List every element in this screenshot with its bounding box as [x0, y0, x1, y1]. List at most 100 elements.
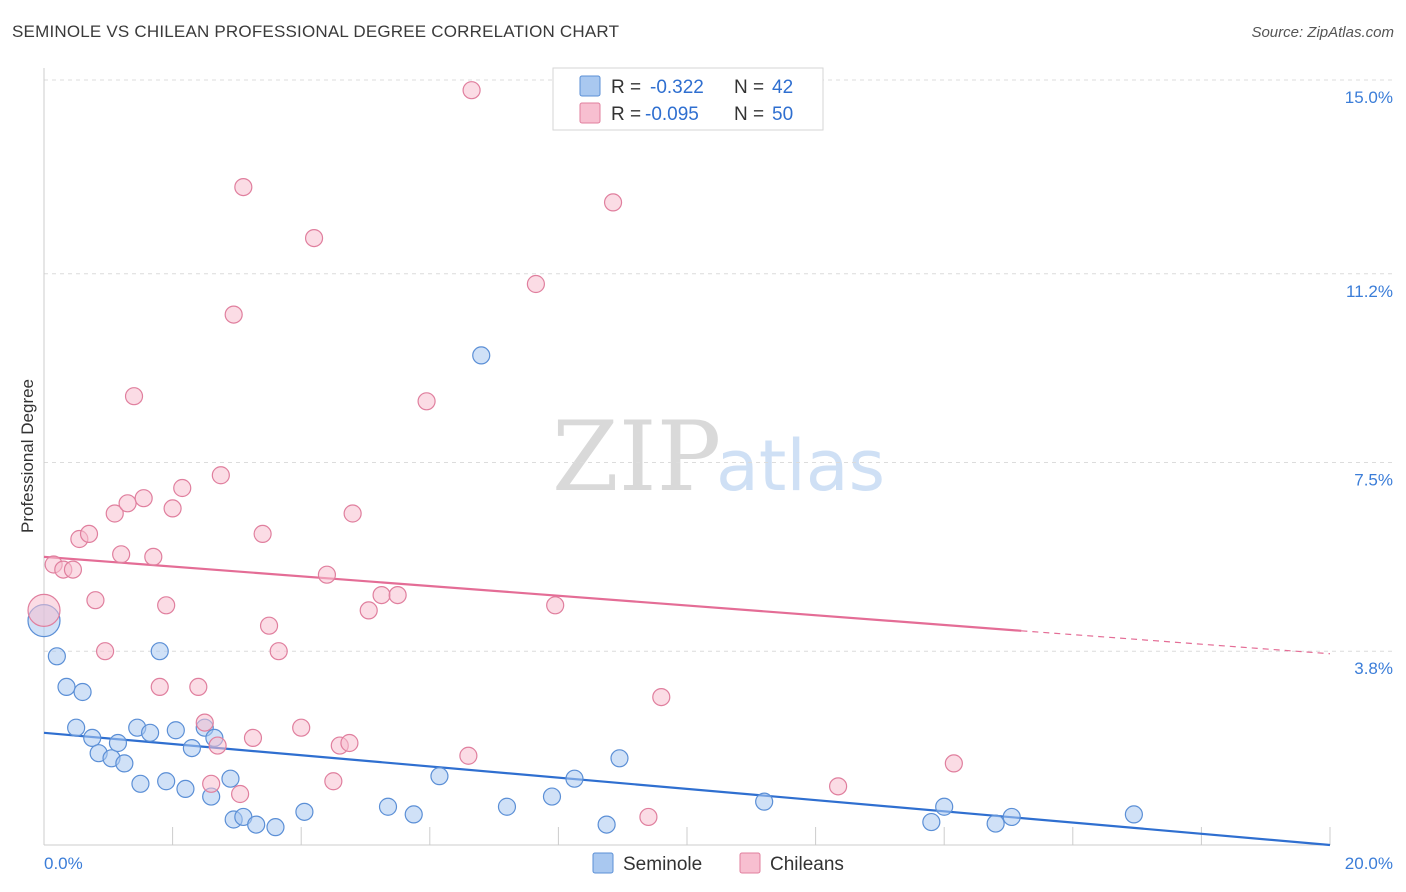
point-seminole-25	[266, 818, 285, 837]
point-chileans-24	[231, 784, 250, 804]
stats-legend: R = -0.322 N = 42 R = -0.095 N = 50	[552, 67, 824, 131]
y-tick-label-1: 7.5%	[1354, 471, 1393, 490]
axes	[43, 68, 1331, 846]
series-label-seminole: Seminole	[623, 854, 702, 875]
point-chileans-22	[211, 466, 230, 485]
y-tick-label-3: 15.0%	[1345, 88, 1393, 107]
point-chileans-8	[105, 504, 124, 523]
point-seminole-17	[131, 774, 150, 793]
y-axis-label: Professional Degree	[18, 379, 37, 533]
point-seminole-30	[472, 346, 491, 365]
point-seminole-31	[497, 797, 517, 816]
point-chileans-13	[144, 547, 163, 566]
watermark-zip: ZIP	[552, 401, 721, 513]
point-chileans-7	[95, 642, 115, 661]
point-chileans-36	[343, 504, 362, 523]
point-seminole-19	[176, 779, 195, 799]
trend-lines	[43, 555, 1331, 847]
x-tick-max: 20.0%	[1345, 854, 1393, 873]
point-chileans-12	[134, 489, 153, 508]
point-chileans-5	[79, 524, 99, 544]
point-chileans-40	[417, 392, 436, 411]
point-chileans-14	[150, 677, 169, 697]
point-chileans-23	[224, 305, 243, 324]
point-seminole-2	[57, 677, 76, 697]
point-seminole-27	[378, 797, 398, 816]
point-chileans-33	[324, 772, 343, 791]
legend-n-label-seminole: N =	[734, 77, 764, 98]
point-seminole-34	[597, 815, 616, 834]
point-seminole-26	[295, 802, 314, 821]
point-chileans-47	[652, 687, 671, 707]
point-chileans-21	[202, 774, 221, 793]
point-seminole-28	[404, 805, 423, 824]
point-chileans-17	[173, 478, 192, 498]
point-chileans-42	[462, 81, 481, 100]
point-seminole-14	[182, 738, 201, 758]
point-seminole-41	[1124, 805, 1143, 824]
point-chileans-32	[317, 565, 337, 584]
point-seminole-18	[157, 772, 176, 791]
y-tick-label-2: 11.2%	[1346, 282, 1393, 301]
point-chileans-35	[340, 733, 359, 753]
point-seminole-35	[610, 749, 629, 768]
y-tick-label-0: 3.8%	[1354, 659, 1393, 678]
point-chileans-30	[292, 718, 311, 737]
legend-n-value-chileans: 50	[772, 104, 793, 125]
point-seminole-37	[922, 812, 941, 832]
point-chileans-10	[118, 494, 137, 513]
source-credit: Source: ZipAtlas.com	[1251, 24, 1394, 41]
point-seminole-3	[73, 682, 92, 702]
point-chileans-11	[124, 387, 144, 406]
point-chileans-27	[253, 524, 272, 544]
legend-n-value-seminole: 42	[772, 77, 793, 98]
point-chileans-0	[27, 593, 61, 628]
y-tick-labels: 3.8% 7.5% 11.2% 15.0%	[1345, 88, 1393, 678]
series-label-chileans: Chileans	[770, 854, 844, 875]
point-seminole-32	[542, 787, 562, 806]
point-seminole-4	[67, 718, 86, 737]
grid	[44, 79, 1393, 652]
point-chileans-19	[195, 713, 214, 732]
point-chileans-16	[163, 499, 182, 518]
point-seminole-21	[221, 769, 240, 788]
point-chileans-44	[546, 596, 565, 615]
chart-title: SEMINOLE VS CHILEAN PROFESSIONAL DEGREE …	[12, 22, 620, 41]
x-tick-min: 0.0%	[44, 854, 83, 873]
series-swatch-seminole	[592, 852, 614, 874]
watermark-atlas: atlas	[716, 425, 885, 507]
point-seminole-29	[430, 767, 449, 786]
point-chileans-43	[526, 274, 545, 294]
legend-swatch-chileans	[579, 102, 601, 124]
point-chileans-45	[603, 193, 623, 212]
point-seminole-8	[108, 733, 128, 753]
point-seminole-9	[115, 754, 134, 773]
data-points	[27, 81, 1143, 837]
legend-swatch-seminole	[579, 75, 601, 97]
trend-line-dashed-chileans	[1021, 630, 1331, 655]
trend-line-seminole	[43, 731, 1331, 847]
point-chileans-9	[112, 545, 131, 564]
point-seminole-39	[986, 814, 1005, 833]
legend-r-label-seminole: R =	[611, 77, 641, 98]
point-chileans-48	[829, 777, 848, 796]
point-seminole-24	[247, 815, 266, 834]
point-chileans-49	[944, 754, 963, 773]
point-chileans-28	[259, 616, 279, 635]
point-chileans-20	[208, 736, 227, 755]
series-swatch-chileans	[739, 852, 761, 874]
point-seminole-12	[150, 642, 169, 661]
point-seminole-5	[83, 728, 102, 748]
legend-n-label-chileans: N =	[734, 104, 764, 125]
legend-r-label-chileans: R =	[611, 104, 641, 125]
point-chileans-15	[157, 596, 176, 615]
point-seminole-33	[565, 769, 584, 788]
trend-line-chileans	[43, 555, 1022, 632]
point-chileans-39	[388, 585, 407, 605]
point-seminole-40	[1002, 807, 1021, 827]
point-chileans-31	[304, 229, 324, 248]
point-seminole-38	[935, 797, 954, 816]
point-chileans-6	[86, 591, 105, 610]
point-chileans-3	[63, 560, 83, 579]
